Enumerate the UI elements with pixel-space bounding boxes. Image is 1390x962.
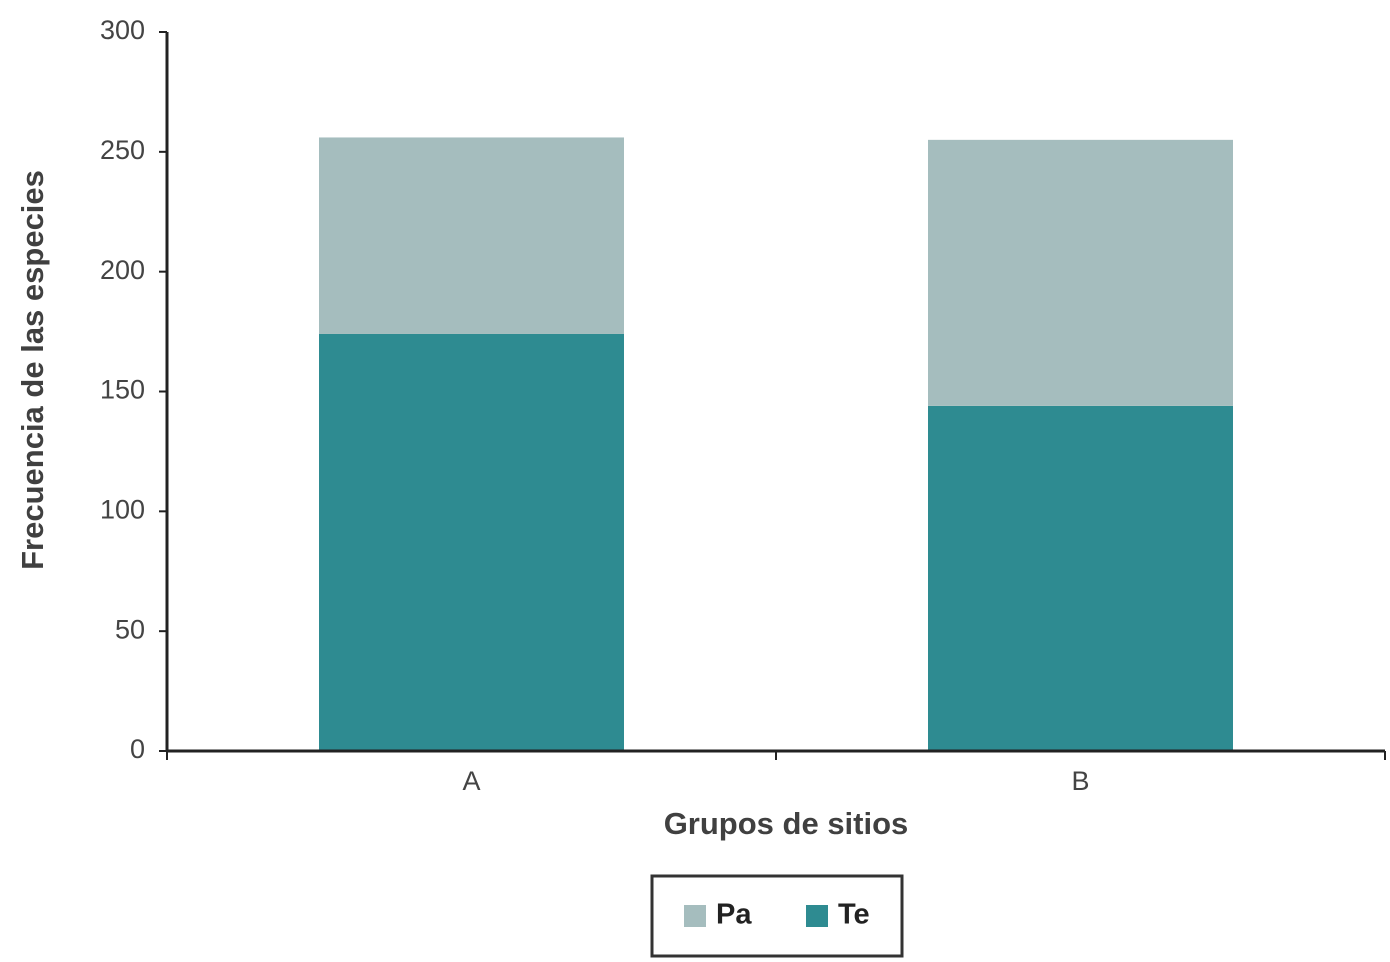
x-tick-label: B <box>1071 766 1089 796</box>
y-tick-label: 100 <box>100 494 145 524</box>
y-tick-label: 0 <box>130 734 145 764</box>
y-tick-label: 150 <box>100 375 145 405</box>
legend-swatch <box>806 905 828 927</box>
legend-box <box>650 874 904 958</box>
y-tick-label: 300 <box>100 15 145 45</box>
legend-label: Pa <box>716 899 752 931</box>
x-axis-title: Grupos de sitios <box>664 806 909 841</box>
y-tick-label: 50 <box>115 614 145 644</box>
bar-segment <box>928 139 1233 406</box>
bar-segment <box>319 137 624 334</box>
y-tick-label: 200 <box>100 255 145 285</box>
legend-swatch <box>684 905 706 927</box>
legend-label: Te <box>838 899 870 931</box>
x-tick-label: A <box>462 766 480 796</box>
y-axis-title: Frecuencia de las especies <box>15 170 50 570</box>
bar-segment <box>319 333 624 751</box>
bar-segment <box>928 405 1233 751</box>
y-tick-label: 250 <box>100 135 145 165</box>
